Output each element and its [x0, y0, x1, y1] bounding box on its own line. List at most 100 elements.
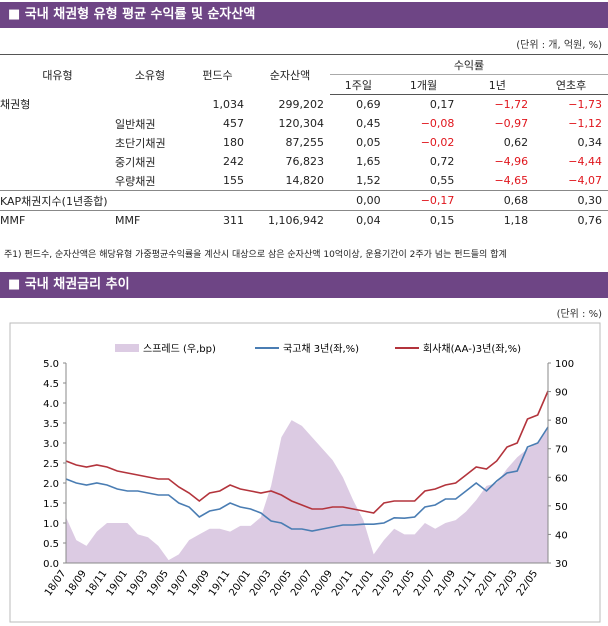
table-cell: −1,73 — [568, 98, 602, 111]
legend-swatch — [115, 344, 139, 352]
y-tick-label: 4.0 — [43, 399, 59, 410]
table-cell: 14,820 — [250, 171, 330, 191]
table-row: 중기채권 242 76,823 1,65 0,72 −4,96 −4,44 — [0, 152, 608, 171]
table-cell: −4,44 — [568, 155, 602, 168]
legend-label: 회사채(AA-)3년(좌,%) — [423, 343, 521, 355]
table-cell: 초단기채권 — [115, 136, 166, 150]
table-cell — [250, 190, 330, 211]
y-tick-label: 3.0 — [43, 439, 59, 450]
table-cell: 0,30 — [534, 190, 608, 211]
y-tick-label: 0.0 — [43, 559, 59, 570]
column-header: 연초후 — [534, 74, 608, 95]
table-cell: 120,304 — [278, 117, 325, 130]
header-row: 대유형 소유형 펀드수 순자산액 수익률 — [0, 54, 608, 95]
column-header: 1주일 — [330, 74, 387, 95]
spread-area — [66, 420, 548, 563]
legend-label: 국고채 3년(좌,%) — [283, 343, 359, 355]
table-cell: KAP채권지수(1년종합) — [0, 190, 115, 211]
y2-tick-label: 30 — [555, 559, 568, 570]
section-title: ■ 국내 채권형 유형 평균 수익률 및 순자산액 — [0, 2, 608, 28]
table-cell: 1,65 — [356, 155, 381, 168]
y-tick-label: 4.5 — [43, 379, 59, 390]
table-cell: 242 — [223, 155, 244, 168]
series-line — [65, 390, 549, 514]
table-cell: 1,106,942 — [268, 214, 324, 227]
table-cell: 155 — [185, 171, 250, 191]
section-title: ■ 국내 채권금리 추이 — [0, 272, 608, 298]
table-cell — [185, 190, 250, 211]
table-cell: 1,18 — [503, 214, 529, 227]
column-header: 소유형 — [115, 54, 185, 95]
table-cell: 1,034 — [212, 97, 245, 111]
table-cell: 299,202 — [278, 97, 325, 111]
table-cell: 0,55 — [386, 171, 461, 191]
table-cell: 중기채권 — [115, 155, 156, 169]
table-cell: −0,17 — [386, 190, 461, 211]
table-cell: 0,15 — [429, 214, 455, 227]
y2-tick-label: 90 — [555, 388, 568, 399]
table-cell: −0,02 — [420, 136, 455, 149]
chart-frame — [9, 322, 601, 623]
y2-tick-label: 70 — [555, 445, 568, 456]
table-row: KAP채권지수(1년종합) 0,00 −0,17 0,68 0,30 — [0, 190, 608, 211]
table-cell: 457 — [223, 117, 244, 130]
table-cell: 일반채권 — [115, 117, 156, 131]
column-header: 1년 — [460, 74, 535, 95]
column-header: 순자산액 — [250, 54, 330, 95]
y-tick-label: 1.5 — [43, 499, 59, 510]
table-cell — [0, 171, 115, 191]
table-cell — [115, 190, 185, 211]
table-cell: 0,76 — [577, 214, 603, 227]
table-cell: −4,07 — [534, 171, 608, 191]
table-cell: −0,08 — [420, 117, 455, 130]
y-tick-label: 0.5 — [43, 539, 59, 550]
table-cell: 0,72 — [429, 155, 455, 168]
table-cell: 0,62 — [503, 136, 529, 149]
table-row: MMF MMF 311 1,106,942 0,04 0,15 1,18 0,76 — [0, 211, 608, 231]
y2-tick-label: 40 — [555, 530, 568, 541]
table-cell — [0, 133, 115, 152]
table-cell: 1,52 — [330, 171, 387, 191]
y-tick-label: 5.0 — [43, 359, 59, 370]
table-cell: 0,05 — [356, 136, 381, 149]
y-tick-label: 2.0 — [43, 479, 59, 490]
table-cell: 우량채권 — [115, 171, 185, 191]
table-cell: 0,45 — [356, 117, 381, 130]
table-row: 채권형 1,034 299,202 0,69 0,17 −1,72 −1,73 — [0, 95, 608, 115]
table-cell: 0,68 — [460, 190, 535, 211]
unit: (단위 : 개, 억원, %) — [516, 40, 602, 51]
chart: 0.0 0.5 1.0 1.5 2.0 2.5 3.0 3.5 4.0 4.5 5.0 30 40 50 6… — [9, 322, 601, 623]
table-cell: MMF — [0, 214, 26, 227]
table-row: 우량채권 155 14,820 1,52 0,55 −4,65 −4,07 — [0, 171, 608, 191]
legend-label: 스프레드 (우,bp) — [143, 343, 216, 355]
table-cell: −4,96 — [494, 155, 529, 168]
table-cell: 0,04 — [356, 214, 381, 227]
table-cell: −1,12 — [568, 117, 602, 130]
column-header: 대유형 — [0, 54, 115, 95]
y-tick-label: 1.0 — [43, 519, 59, 530]
table-cell: 311 — [223, 214, 244, 227]
x-tick-label: 22/05 — [515, 568, 541, 598]
table-cell — [115, 95, 185, 115]
column-header: 펀드수 — [185, 54, 250, 95]
table-cell: MMF — [115, 214, 141, 227]
y-tick-label: 3.5 — [43, 419, 59, 430]
table-cell: 채권형 — [0, 98, 31, 112]
table-cell: 0,69 — [356, 98, 381, 111]
table-row: 초단기채권 180 87,255 0,05 −0,02 0,62 0,34 — [0, 133, 608, 152]
column-header: 1개월 — [386, 74, 461, 95]
table-cell: 87,255 — [285, 136, 325, 149]
footnote: 주1) 펀드수, 순자산액은 해당유형 가중평균수익률을 계산시 대상으로 삼은… — [4, 250, 507, 260]
table-cell: −4,65 — [460, 171, 535, 191]
table-cell: 0,17 — [429, 98, 455, 111]
table-cell — [0, 152, 115, 171]
table-cell: −1,72 — [494, 98, 529, 111]
table-cell: 0,00 — [330, 190, 387, 211]
table-cell: −0,97 — [494, 117, 529, 130]
unit: (단위 : %) — [556, 309, 602, 320]
table-cell: 76,823 — [285, 155, 325, 168]
table-cell: 0,34 — [577, 136, 603, 149]
y2-tick-label: 50 — [555, 502, 568, 513]
